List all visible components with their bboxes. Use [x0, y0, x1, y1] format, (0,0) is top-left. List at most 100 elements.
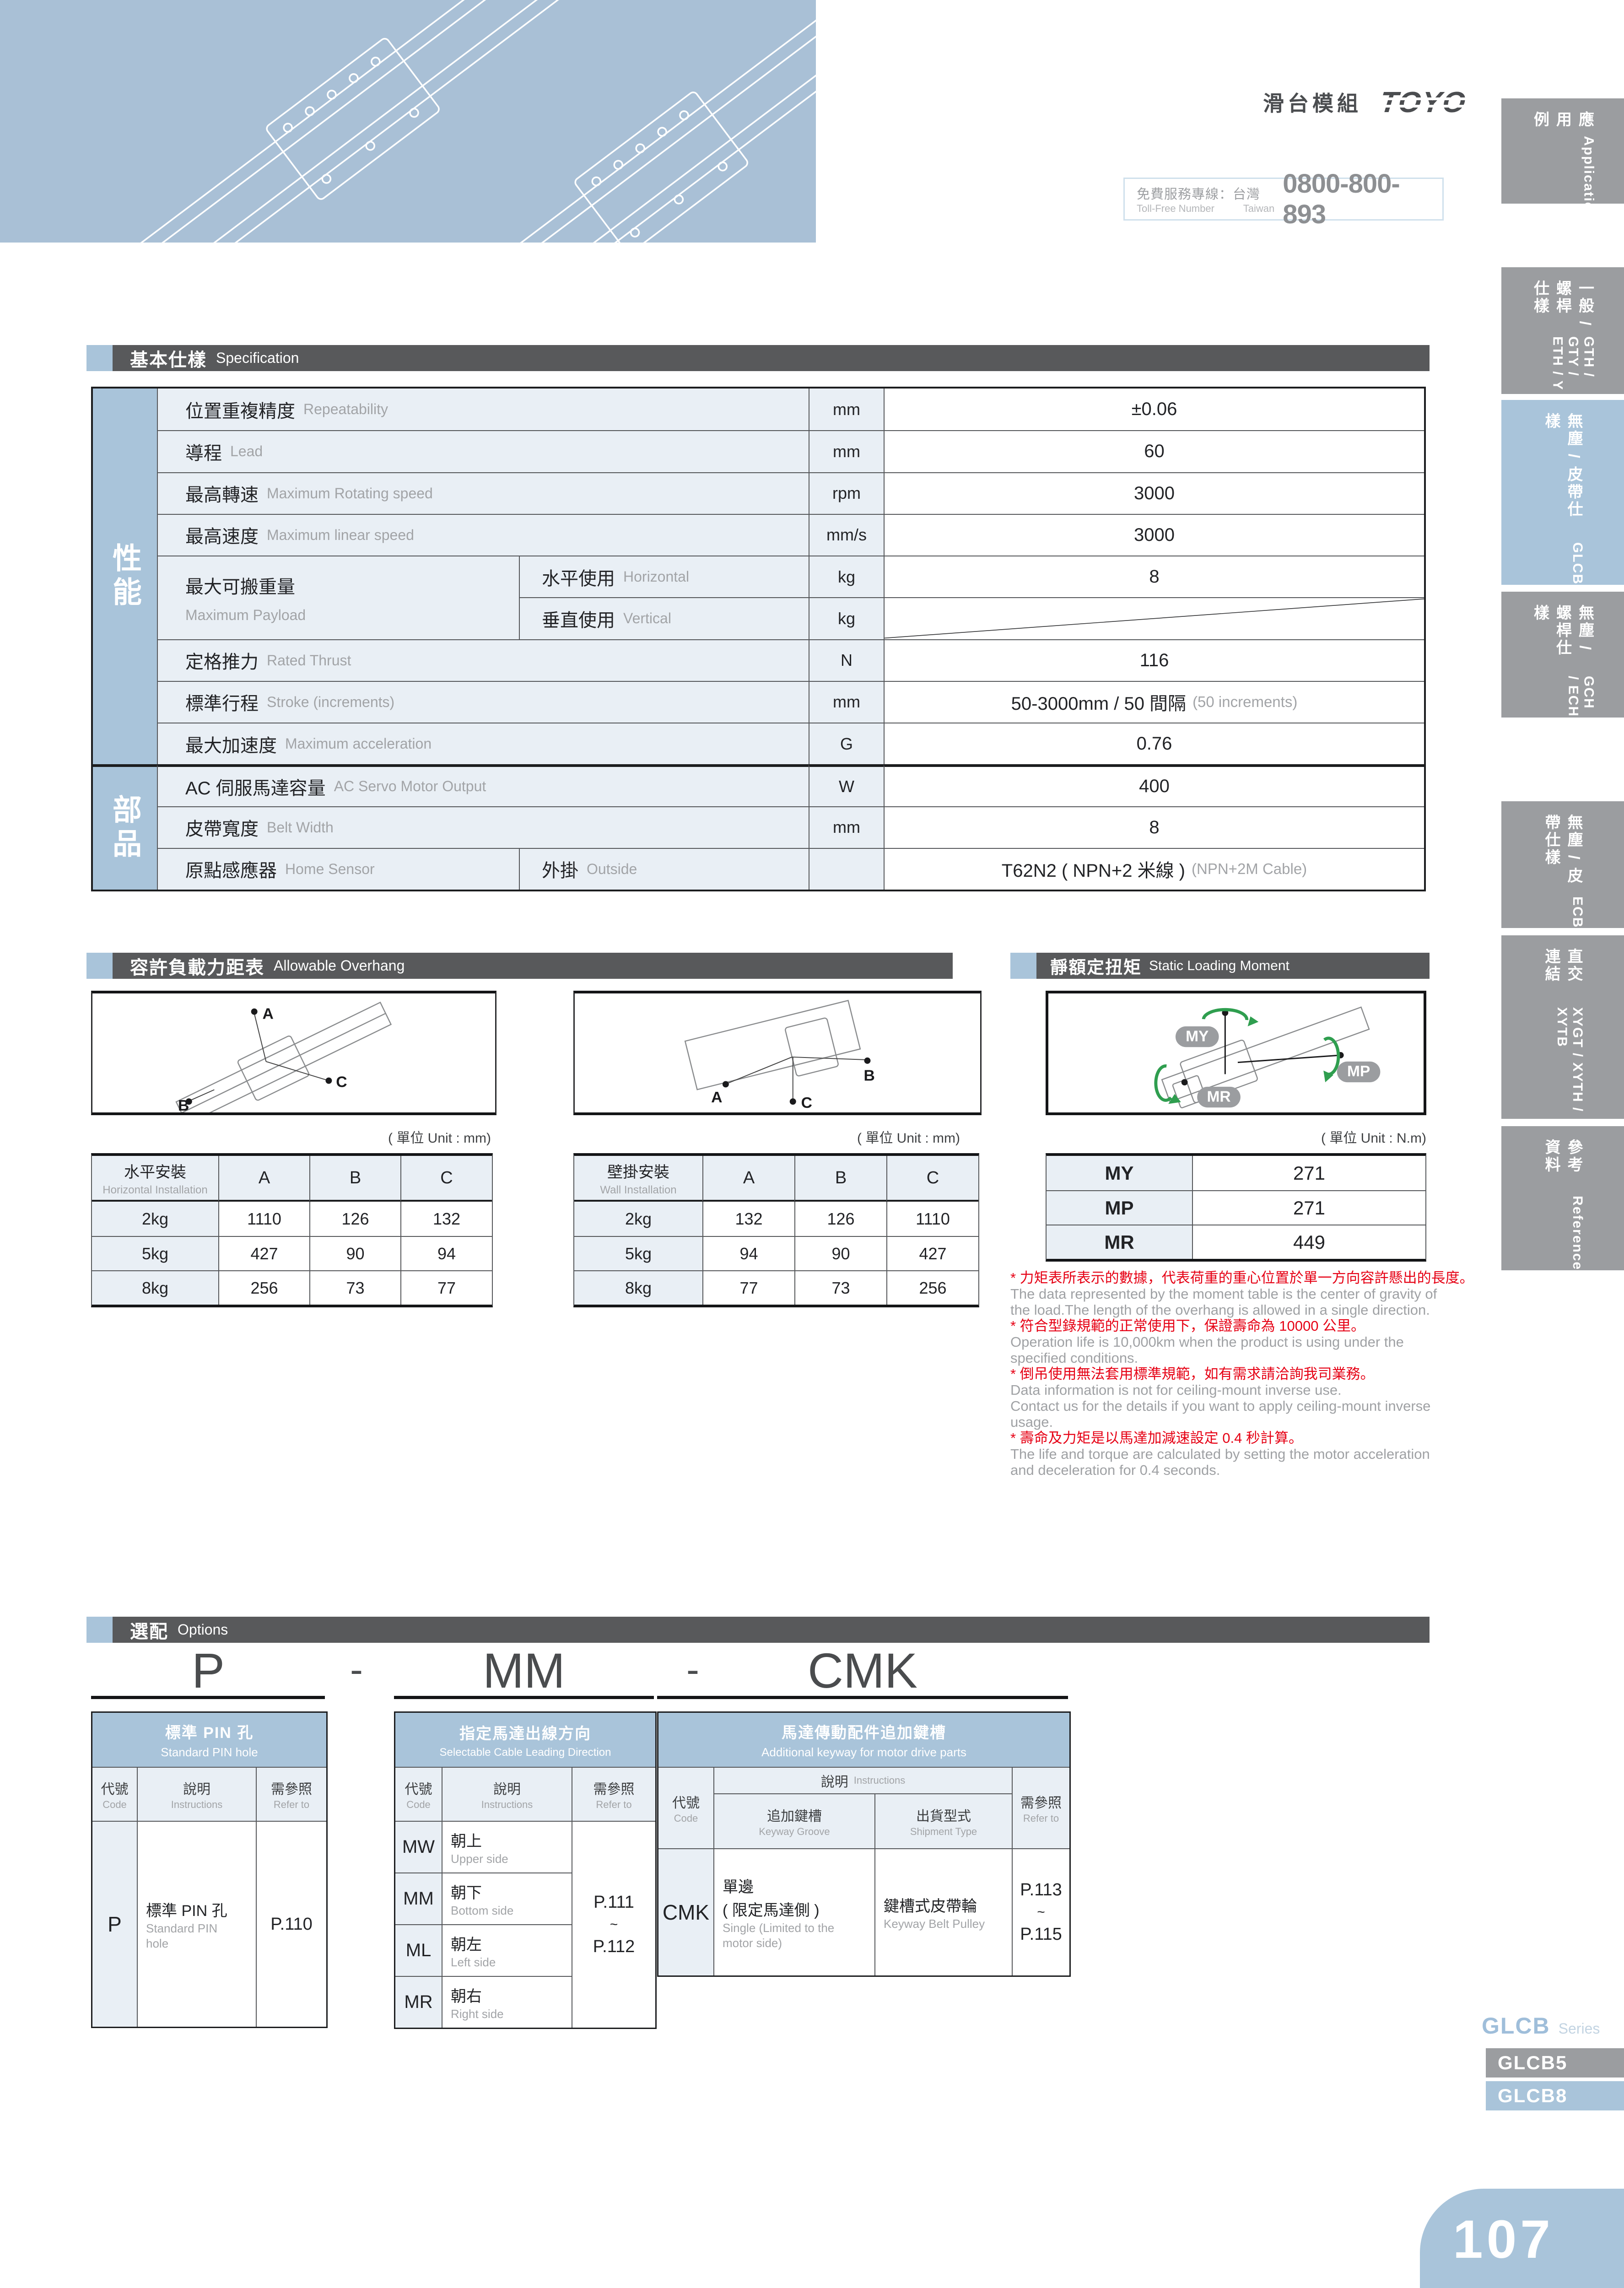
spec-row-label: 標準行程 Stroke (increments) [157, 680, 809, 723]
note-line: the load.The length of the overhang is a… [1010, 1302, 1430, 1318]
keyway-refer: P.113 ~ P.115 [1012, 1848, 1069, 1975]
spec-row-label: 定格推力 Rated Thrust [157, 639, 809, 681]
spec-value: 400 [884, 764, 1424, 806]
spec-sublabel-vertical: 垂直使用 Vertical [519, 597, 809, 639]
section-accent-square [1010, 953, 1036, 979]
static-moment-diagram: MY MP MR [1046, 991, 1426, 1115]
static-moment-table: MY 271 MP 271 MR 449 [1046, 1153, 1426, 1262]
cell: 256 [886, 1270, 978, 1305]
option-code-mm: MM [483, 1643, 565, 1698]
note-line: * 倒吊使用無法套用標準規範，如有需求請洽詢我司業務。 [1010, 1366, 1375, 1382]
sidebar-tab-gth-gty-eth-y[interactable]: 一般 / 螺桿仕樣 GTH / GTY / ETH / Y [1501, 267, 1624, 394]
static-unit: ( 單位 Unit : N.m) [1321, 1131, 1426, 1146]
cable-desc-mw: 朝上 Upper side [442, 1821, 572, 1872]
cell: 126 [794, 1202, 886, 1236]
sidebar-tab-xygt-xyth-xytb[interactable]: 直交連結 XYGT / XYTH / XYTB [1501, 935, 1624, 1119]
model-tab-glcb5[interactable]: GLCB5 [1486, 2048, 1624, 2078]
moment-axes-icon: MY MP MR [1154, 1006, 1381, 1108]
moment-label-mr: MR [1047, 1225, 1192, 1259]
sidebar-tab-application[interactable]: 應用例 Application [1501, 98, 1624, 221]
col-header-code: 代號 Code [395, 1767, 442, 1821]
overhang-wall-table: 壁掛安裝 Wall Installation A B C 2kg 132 126 … [573, 1153, 979, 1307]
option-table-cable: 指定馬達出線方向 Selectable Cable Leading Directi… [394, 1711, 657, 2029]
code-dash: - [686, 1648, 699, 1691]
cell: 256 [218, 1270, 309, 1305]
spec-row-label-home-sensor: 原點感應器 Home Sensor [157, 847, 519, 890]
spec-row-label: 最高速度 Maximum linear speed [157, 513, 809, 556]
spec-unit: mm [809, 680, 884, 723]
spec-unit: N [809, 639, 884, 681]
note-line: The life and torque are calculated by se… [1010, 1446, 1430, 1462]
spec-row-label-payload: 最大可搬重量 Maximum Payload [157, 556, 519, 639]
spec-table: 性能 部品 位置重複精度 Repeatability mm ±0.06 導程 Lea… [91, 387, 1426, 891]
cable-desc-mm: 朝下 Bottom side [442, 1872, 572, 1924]
option-table-pin: 標準 PIN 孔 Standard PIN hole 代號 Code 說明 Instr… [91, 1711, 328, 2028]
spec-unit: mm [809, 806, 884, 848]
spec-row-label: 導程 Lead [157, 430, 809, 472]
cell: 90 [309, 1236, 400, 1270]
options-title-zh: 選配 [130, 1621, 168, 1642]
code-underline [394, 1696, 654, 1699]
slide-module-drawing-icon [0, 0, 1102, 459]
overhang-horizontal-table: 水平安裝 Horizontal Installation A B C 2kg 11… [91, 1153, 493, 1307]
moment-value-mp: 271 [1192, 1190, 1425, 1225]
spec-value: 116 [884, 639, 1424, 681]
note-line: Contact us for the details if you want t… [1010, 1398, 1431, 1414]
sidebar-tab-ecb[interactable]: 無塵 / 皮帶仕樣 ECB [1501, 801, 1624, 928]
tollfree-label-en: Toll-Free Number Taiwan [1137, 203, 1275, 214]
note-line: Operation life is 10,000km when the prod… [1010, 1334, 1404, 1350]
keyway-groove-desc: 單邊( 限定馬達側 ) Single (Limited to the motor … [713, 1848, 874, 1975]
badge-mr: MR [1207, 1088, 1230, 1105]
spec-row-label: AC 伺服馬達容量 AC Servo Motor Output [157, 764, 809, 806]
col-header: 壁掛安裝 Wall Installation [574, 1156, 702, 1202]
note-line: * 力矩表所表示的數據，代表荷重的重心位置於單一方向容許懸出的長度。 [1010, 1270, 1474, 1286]
spec-sublabel-outside: 外掛 Outside [519, 847, 809, 890]
sidebar-tab-glcb-active[interactable]: 無塵 / 皮帶仕樣 GLCB [1501, 400, 1624, 585]
col-header-instructions: 說明 Instructions [442, 1767, 572, 1821]
cell: 94 [400, 1236, 492, 1270]
col-header-instructions: 說明 Instructions [137, 1767, 256, 1821]
option-code-cmk: CMK [808, 1643, 917, 1698]
wall-overhang-icon: B A C [684, 999, 875, 1112]
spec-unit: G [809, 723, 884, 765]
spec-unit: mm/s [809, 513, 884, 556]
spec-row-label: 皮帶寬度 Belt Width [157, 806, 809, 848]
cell: 90 [794, 1236, 886, 1270]
keyway-code: CMK [658, 1848, 713, 1975]
overhang-wall-diagram: B A C [573, 991, 982, 1115]
product-title: 滑台模組 [1263, 92, 1362, 115]
note-line: usage. [1010, 1414, 1053, 1430]
cell: 427 [886, 1236, 978, 1270]
col-header-c: C [886, 1156, 978, 1202]
spec-unit: mm [809, 430, 884, 472]
overhang-title-en: Allowable Overhang [274, 957, 405, 974]
options-title-en: Options [178, 1621, 228, 1638]
spec-value: ±0.06 [884, 389, 1424, 431]
col-header-refer: 需參照 Refer to [572, 1767, 655, 1821]
label-b: B [864, 1067, 875, 1085]
model-tab-glcb8[interactable]: GLCB8 [1486, 2081, 1624, 2110]
col-header-a: A [218, 1156, 309, 1202]
sidebar-tab-gch-ech[interactable]: 無塵 / 螺桿仕樣 GCH / ECH [1501, 592, 1624, 718]
sidebar-tab-reference[interactable]: 參考資料 Reference [1501, 1126, 1624, 1270]
keyway-table-header: 馬達傳動配件追加鍵槽 Additional keyway for motor dr… [658, 1713, 1069, 1767]
note-line: The data represented by the moment table… [1010, 1286, 1437, 1302]
spec-value: 3000 [884, 472, 1424, 514]
spec-row-label: 最大加速度 Maximum acceleration [157, 723, 809, 765]
row-weight: 8kg [574, 1270, 702, 1305]
row-weight: 2kg [574, 1202, 702, 1236]
options-section-bar: 選配 Options [86, 1617, 1430, 1643]
spec-value-home-sensor: T62N2 ( NPN+2 米線 ) (NPN+2M Cable) [884, 847, 1424, 890]
tollfree-box: 免費服務專線：台灣 Toll-Free Number Taiwan 0800-8… [1123, 169, 1444, 229]
label-a: A [263, 1005, 274, 1023]
badge-mp: MP [1347, 1063, 1370, 1080]
cable-desc-mr: 朝右 Right side [442, 1976, 572, 2028]
row-weight: 5kg [92, 1236, 218, 1270]
overhang-section-bar: 容許負載力距表 Allowable Overhang [86, 953, 953, 979]
col-header-shipment-type: 出貨型式 Shipment Type [874, 1793, 1012, 1848]
cell: 132 [702, 1202, 794, 1236]
keyway-shipment-desc: 鍵槽式皮帶輪 Keyway Belt Pulley [874, 1848, 1012, 1975]
note-line: and deceleration for 0.4 seconds. [1010, 1462, 1220, 1478]
overhang-unit-right: ( 單位 Unit : mm) [857, 1131, 960, 1146]
